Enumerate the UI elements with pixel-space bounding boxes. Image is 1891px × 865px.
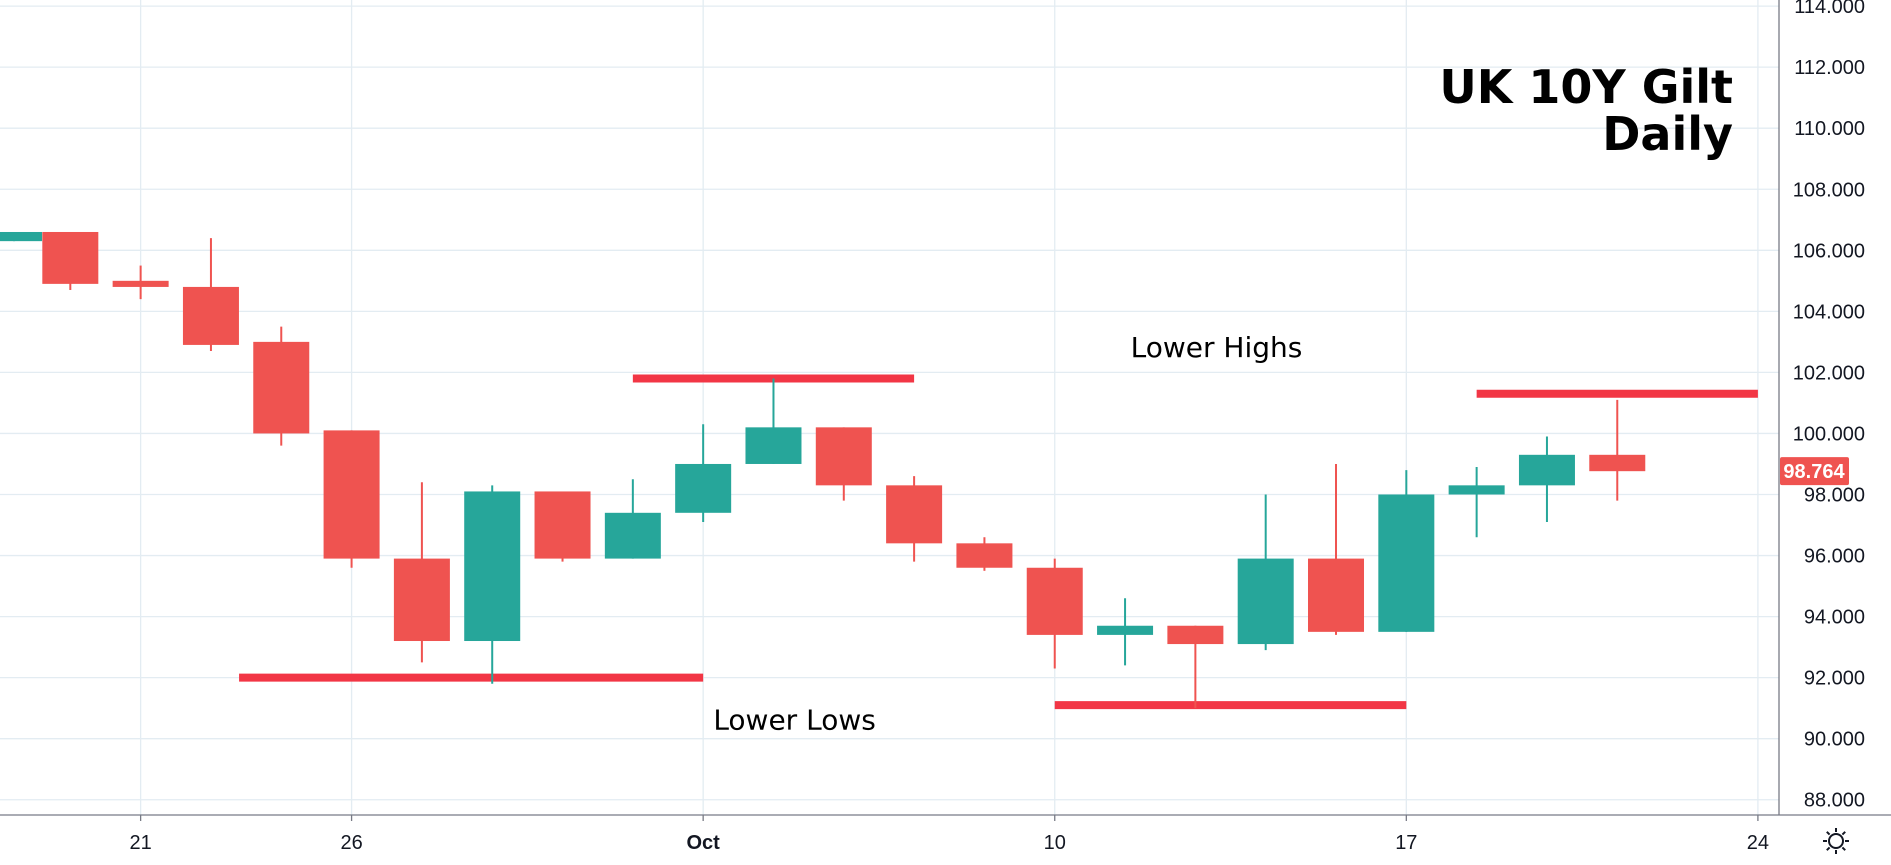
- y-tick-label: 98.000: [1804, 484, 1865, 506]
- candle-up: [675, 424, 732, 522]
- candle-body: [0, 231, 43, 242]
- candles: [0, 231, 1646, 709]
- candle-down: [815, 427, 872, 501]
- candle-body: [464, 491, 521, 642]
- candle-body: [604, 512, 661, 559]
- candle-body: [1448, 485, 1505, 495]
- x-tick-label: 17: [1395, 832, 1417, 854]
- y-axis-ticks: 88.000 90.000 92.000 94.000 96.000 98.000 100.…: [1793, 0, 1865, 812]
- candle-up: [1448, 467, 1505, 538]
- x-axis-ticks: 21 26 Oct 10 17 24: [130, 815, 1769, 854]
- candle-down: [112, 265, 169, 300]
- x-tick-label: 24: [1747, 832, 1769, 854]
- candle-down: [886, 476, 943, 562]
- y-tick-label: 96.000: [1804, 546, 1865, 568]
- candle-up: [745, 378, 802, 464]
- candle-body: [1518, 454, 1575, 486]
- candle-up: [0, 231, 43, 242]
- y-tick-label: 112.000: [1794, 57, 1865, 79]
- candle-up: [1518, 436, 1575, 522]
- candle-up: [1237, 494, 1294, 651]
- x-tick-label: 21: [130, 832, 152, 854]
- candle-down: [182, 238, 239, 352]
- candle-body: [323, 430, 380, 559]
- candle-body: [1378, 494, 1435, 632]
- candle-body: [1097, 625, 1154, 635]
- y-tick-label: 92.000: [1804, 668, 1865, 690]
- svg-text:98.764: 98.764: [1783, 461, 1845, 483]
- y-tick-label: 114.000: [1794, 0, 1865, 18]
- last-price-label: 98.764: [1780, 457, 1849, 486]
- candle-body: [815, 427, 872, 486]
- candle-body: [1167, 625, 1224, 645]
- candle-body: [1589, 454, 1646, 472]
- candle-down: [323, 430, 380, 568]
- y-tick-label: 102.000: [1793, 362, 1865, 384]
- y-tick-label: 106.000: [1793, 240, 1865, 262]
- candle-up: [464, 485, 521, 684]
- y-tick-label: 90.000: [1804, 729, 1865, 751]
- candle-body: [253, 341, 310, 434]
- chart-title-line1: UK 10Y Gilt: [1439, 60, 1733, 114]
- candle-down: [393, 482, 450, 663]
- candle-body: [1237, 558, 1294, 645]
- y-tick-label: 104.000: [1793, 301, 1865, 323]
- candle-down: [1167, 625, 1224, 709]
- y-tick-label: 110.000: [1794, 118, 1865, 140]
- y-tick-label: 108.000: [1793, 179, 1865, 201]
- candle-body: [1308, 558, 1365, 632]
- candle-body: [675, 463, 732, 513]
- annotations: Lower Highs Lower Lows: [713, 331, 1302, 736]
- candle-body: [182, 286, 239, 345]
- candle-down: [1589, 399, 1646, 501]
- candle-body: [886, 485, 943, 544]
- candle-body: [956, 543, 1013, 568]
- candle-up: [1378, 470, 1435, 632]
- candle-up: [604, 479, 661, 559]
- candle-body: [42, 231, 99, 284]
- candle-body: [112, 280, 169, 287]
- candle-body: [1026, 567, 1083, 635]
- y-tick-label: 100.000: [1793, 423, 1865, 445]
- candle-body: [745, 427, 802, 464]
- x-tick-label: Oct: [686, 832, 720, 854]
- candle-down: [956, 537, 1013, 571]
- annotation-text: Lower Highs: [1131, 331, 1303, 364]
- x-tick-label: 10: [1044, 832, 1066, 854]
- candle-up: [1097, 598, 1154, 666]
- chart-title-line2: Daily: [1602, 107, 1733, 161]
- candle-body: [534, 491, 591, 559]
- candle-down: [42, 231, 99, 290]
- annotation-text: Lower Lows: [713, 704, 876, 737]
- x-tick-label: 26: [340, 832, 362, 854]
- candle-down: [1308, 463, 1365, 635]
- y-tick-label: 94.000: [1804, 607, 1865, 629]
- candle-down: [1026, 558, 1083, 669]
- candle-down: [253, 326, 310, 446]
- candle-body: [393, 558, 450, 642]
- y-tick-label: 88.000: [1804, 790, 1865, 812]
- gear-icon[interactable]: [1823, 828, 1849, 854]
- candle-down: [534, 491, 591, 562]
